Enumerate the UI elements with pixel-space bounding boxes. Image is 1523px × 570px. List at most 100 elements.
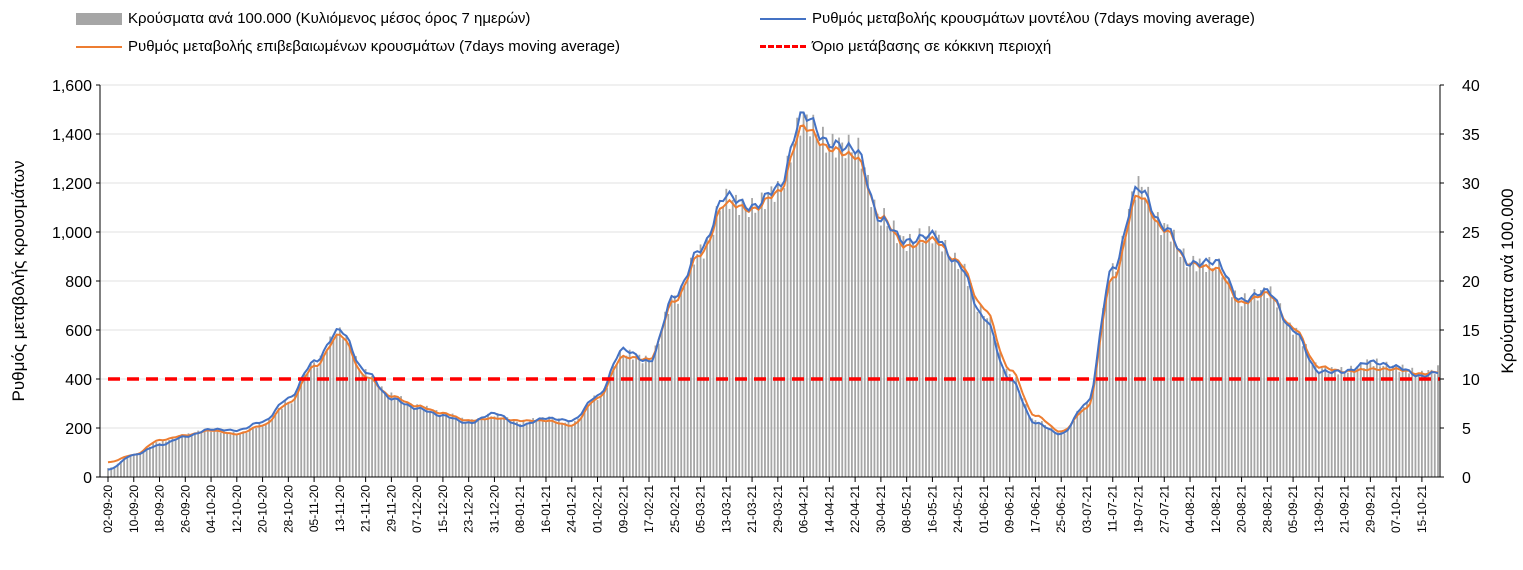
bar (1243, 293, 1246, 477)
bar (1156, 212, 1159, 477)
bar (512, 419, 515, 477)
y-tick-label: 600 (65, 323, 92, 340)
bar (815, 134, 818, 477)
x-tick-label: 05-09-21 (1286, 485, 1300, 533)
x-tick-label: 30-04-21 (874, 485, 888, 533)
bar (509, 422, 512, 477)
x-tick-label: 15-10-21 (1415, 485, 1429, 533)
bar (590, 402, 592, 477)
bar (905, 251, 908, 477)
bar (912, 241, 914, 477)
bar (1076, 410, 1079, 477)
bar (1379, 366, 1381, 477)
bar (1008, 373, 1011, 477)
bar (628, 349, 631, 477)
x-tick-label: 23-12-20 (462, 485, 476, 533)
bar (1375, 358, 1378, 477)
bar (271, 420, 274, 477)
bar (113, 466, 116, 477)
bar (564, 422, 567, 477)
bar (638, 354, 641, 477)
bar (1417, 374, 1420, 477)
bar (1224, 275, 1227, 477)
legend-swatch-dashed (760, 45, 806, 48)
x-tick-label: 06-04-21 (797, 485, 811, 533)
legend-bars: Κρούσματα ανά 100.000 (Κυλιόμενος μέσος … (76, 10, 530, 27)
bar (1369, 362, 1372, 477)
bar (425, 405, 428, 477)
bar (329, 336, 332, 477)
bar (667, 313, 670, 477)
y-tick-label: 1,400 (52, 127, 92, 144)
bar (735, 194, 737, 477)
bar (950, 263, 953, 477)
bar (171, 436, 174, 477)
bar (152, 442, 154, 477)
bar (1028, 416, 1030, 477)
bar (1301, 346, 1304, 477)
bar (216, 429, 219, 477)
bar (532, 418, 534, 477)
bar (1250, 299, 1253, 477)
bar (1040, 421, 1043, 477)
bar (1263, 287, 1266, 477)
bar (693, 264, 696, 477)
bar (879, 225, 882, 477)
bar (834, 157, 837, 477)
x-tick-label: 17-06-21 (1028, 485, 1042, 533)
bar (345, 335, 348, 477)
bar (850, 152, 853, 478)
bar (258, 423, 261, 477)
x-tick-label: 08-05-21 (900, 485, 914, 533)
x-tick-label: 05-03-21 (694, 485, 708, 533)
bar (1404, 369, 1407, 477)
bar (390, 392, 393, 477)
bar (316, 367, 319, 477)
bar (773, 201, 776, 477)
bar (718, 210, 721, 477)
bar (1317, 371, 1320, 477)
bar (1198, 258, 1201, 477)
bar (892, 220, 895, 477)
bar (293, 393, 296, 477)
x-tick-label: 13-11-20 (333, 485, 347, 532)
bar (242, 431, 245, 477)
bar (184, 436, 187, 477)
x-tick-label: 28-10-20 (281, 485, 295, 533)
y-tick-label: 1,200 (52, 176, 92, 193)
bar (229, 434, 232, 477)
bar (474, 422, 477, 477)
bar (1227, 277, 1230, 477)
bar (123, 459, 126, 477)
bar (1437, 365, 1439, 477)
bar (921, 242, 924, 477)
bar (1292, 334, 1294, 477)
bar (1218, 258, 1220, 477)
bar (754, 212, 757, 478)
bar (789, 162, 792, 477)
x-tick-label: 25-06-21 (1054, 485, 1068, 533)
bar (107, 468, 109, 477)
bar (712, 234, 715, 477)
bar (983, 316, 985, 477)
bar (1205, 271, 1208, 477)
bar (786, 155, 789, 477)
bar (1066, 427, 1069, 477)
bar (976, 311, 979, 477)
bar (979, 305, 982, 477)
x-tick-label: 20-10-20 (256, 485, 270, 533)
bar (338, 327, 341, 477)
bar (664, 311, 667, 477)
bar (883, 208, 886, 478)
bar (1050, 427, 1053, 477)
bar (702, 258, 705, 477)
x-tick-label: 05-11-20 (307, 485, 321, 532)
bar (583, 407, 586, 477)
bar (1372, 366, 1375, 477)
bar (1131, 191, 1133, 477)
bar (548, 416, 551, 477)
bar (219, 432, 222, 477)
y-tick-label: 1,600 (52, 78, 92, 95)
bar (470, 419, 473, 477)
